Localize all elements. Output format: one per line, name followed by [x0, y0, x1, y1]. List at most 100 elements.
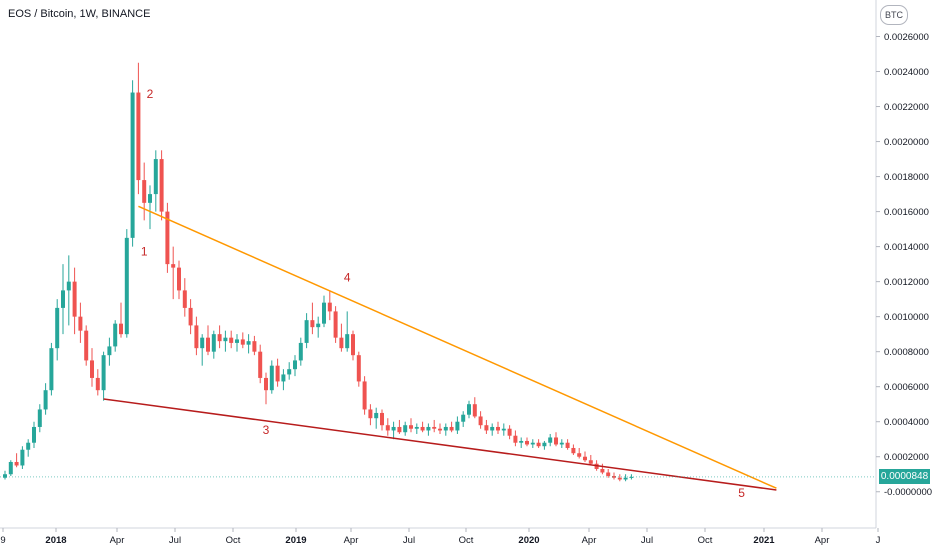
x-tick-label: Oct [226, 535, 241, 546]
candle [385, 418, 390, 436]
candle [316, 316, 321, 338]
y-tick-label: 0.0020000 [884, 137, 929, 148]
candle-body [26, 442, 31, 450]
chart-title: EOS / Bitcoin, 1W, BINANCE [8, 8, 151, 20]
candle-body [72, 281, 77, 317]
candle [362, 376, 367, 415]
candle-body [171, 264, 176, 268]
wave-label: 5 [738, 486, 745, 500]
candle-body [153, 159, 158, 195]
candle [403, 421, 408, 436]
candle-body [385, 425, 390, 431]
candle-body [119, 323, 123, 335]
candle-body [304, 320, 309, 343]
candle [565, 439, 570, 450]
candle-body [229, 337, 234, 343]
candle-body [20, 449, 25, 466]
candle-body [269, 365, 274, 391]
candle [513, 430, 518, 447]
currency-badge[interactable]: BTC [880, 5, 908, 25]
candle-body [14, 461, 19, 466]
candle-body [107, 346, 112, 356]
candle-body [339, 337, 344, 349]
candle [72, 267, 77, 335]
x-tick-label: 2018 [45, 535, 66, 546]
candle-body [478, 416, 483, 426]
candle [130, 80, 135, 247]
candle [577, 447, 582, 459]
candle-body [287, 369, 292, 375]
candle [26, 439, 31, 457]
candle-body [449, 426, 454, 431]
x-tick-label: Apr [344, 535, 359, 546]
candle [293, 355, 297, 377]
candle [559, 439, 564, 448]
x-tick-label: Apr [815, 535, 830, 546]
candle-body [426, 426, 431, 431]
candle [200, 334, 205, 366]
candle-body [298, 342, 303, 361]
candle [525, 437, 529, 447]
candle [443, 423, 448, 436]
candle-series [3, 62, 634, 482]
candle-body [380, 412, 384, 426]
candle-body [490, 426, 495, 431]
candle [281, 369, 286, 391]
candle-body [148, 194, 152, 203]
candle-body [612, 475, 616, 478]
candle-body [90, 360, 94, 378]
candle [629, 474, 634, 480]
candle [235, 334, 239, 352]
candle-body [333, 311, 338, 338]
candle-body [252, 341, 257, 352]
candle-body [374, 412, 379, 419]
candle-body [501, 428, 506, 431]
y-tick-label: 0.0006000 [884, 382, 929, 393]
candle-body [345, 334, 350, 349]
x-tick-label: Jul [641, 535, 653, 546]
candle-body [310, 320, 315, 328]
candle-body [432, 426, 437, 429]
candle-body [548, 437, 553, 443]
candle-body [281, 374, 286, 382]
candle-body [617, 477, 622, 480]
candle [229, 330, 234, 349]
candle [107, 337, 112, 366]
wave-label: 2 [147, 87, 154, 101]
candle [322, 295, 326, 328]
trendlines [103, 205, 777, 491]
candle [194, 316, 199, 356]
candle-body [438, 428, 442, 431]
candle-body [322, 302, 326, 324]
candle-body [235, 339, 239, 343]
candle-body [316, 323, 321, 328]
candle [95, 369, 100, 396]
candle-body [43, 390, 48, 410]
candle [449, 421, 454, 433]
candle-body [130, 92, 135, 238]
upper-trendline[interactable] [138, 205, 777, 489]
candle [380, 409, 384, 431]
x-tick-label: 2020 [518, 535, 539, 546]
lower-trendline[interactable] [103, 398, 777, 491]
y-tick-label: 0.0018000 [884, 172, 929, 183]
candle [432, 419, 437, 433]
candle-body [264, 377, 268, 391]
y-tick-label: 0.0012000 [884, 277, 929, 288]
x-tick-label: J [876, 535, 881, 546]
candle-body [327, 302, 332, 312]
candle-body [37, 409, 42, 427]
candle [171, 246, 176, 300]
candle [61, 264, 65, 335]
candle-body [443, 426, 448, 431]
candle [32, 421, 36, 448]
candle-body [3, 474, 7, 478]
y-tick-label: 0.0004000 [884, 417, 929, 428]
candle-body [507, 428, 512, 436]
candle-body [554, 437, 558, 445]
candle [246, 334, 251, 354]
candle [55, 299, 60, 361]
candle [258, 344, 263, 384]
candle [420, 421, 425, 433]
